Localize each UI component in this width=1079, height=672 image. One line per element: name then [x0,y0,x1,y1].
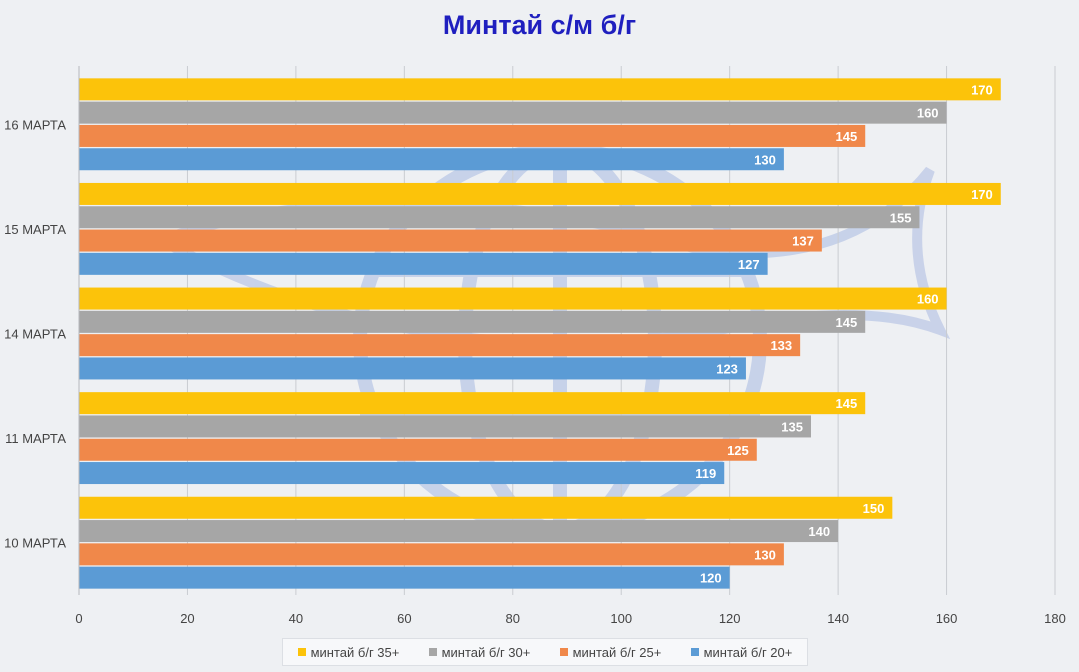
legend-swatch [559,648,568,656]
y-tick-label: 16 МАРТА [4,117,66,132]
bar [79,520,839,543]
legend-label: минтай б/г 20+ [703,644,793,660]
legend-item: минтай б/г 25+ [559,644,662,660]
legend-item: минтай б/г 35+ [297,644,400,660]
bar [79,310,866,333]
data-label: 170 [971,187,993,202]
x-tick-label: 80 [506,611,520,626]
data-label: 145 [836,396,858,411]
bar [79,438,757,461]
x-tick-label: 140 [827,611,849,626]
legend-label: минтай б/г 35+ [310,644,400,660]
bar [79,566,730,589]
data-label: 120 [700,571,722,586]
bar [79,415,811,438]
data-label: 150 [863,501,885,516]
bar [79,357,746,380]
bar [79,206,920,229]
bar [79,543,784,566]
x-tick-label: 60 [397,611,411,626]
bar [79,101,947,124]
legend-swatch [428,648,437,656]
legend-item: минтай б/г 20+ [690,644,793,660]
x-tick-label: 180 [1044,611,1066,626]
data-label: 119 [695,466,716,481]
x-tick-label: 100 [610,611,632,626]
legend-swatch [690,648,699,656]
data-label: 160 [917,106,939,121]
chart-title: Минтай с/м б/г [442,10,637,40]
data-label: 123 [716,361,738,376]
data-label: 145 [836,315,858,330]
data-label: 140 [808,524,830,539]
bar [79,496,893,519]
bar [79,392,866,415]
data-label: 127 [738,257,760,272]
data-label: 135 [781,419,803,434]
bar [79,462,725,485]
bar [79,78,1001,101]
legend: минтай б/г 35+ минтай б/г 30+ минтай б/г… [282,638,808,666]
x-tick-label: 40 [289,611,303,626]
x-tick-label: 20 [180,611,194,626]
data-label: 160 [917,292,939,307]
bar [79,287,947,310]
data-label: 137 [792,234,814,249]
bar [79,148,784,171]
x-tick-label: 0 [75,611,82,626]
x-tick-label: 160 [936,611,958,626]
bar [79,334,801,357]
y-tick-label: 11 МАРТА [5,431,66,446]
bar [79,182,1001,205]
legend-label: минтай б/г 30+ [441,644,531,660]
data-label: 130 [754,152,776,167]
legend-item: минтай б/г 30+ [428,644,531,660]
bar [79,124,866,147]
bar [79,229,822,252]
y-tick-label: 15 МАРТА [4,222,66,237]
y-tick-label: 14 МАРТА [4,327,66,342]
data-label: 125 [727,443,749,458]
data-label: 145 [836,129,858,144]
data-label: 130 [754,547,776,562]
bar [79,252,768,275]
legend-swatch [297,648,306,656]
x-tick-label: 120 [719,611,741,626]
legend-label: минтай б/г 25+ [572,644,662,660]
data-label: 170 [971,82,993,97]
data-label: 133 [770,338,792,353]
data-label: 155 [890,210,912,225]
y-tick-label: 10 МАРТА [4,536,66,551]
